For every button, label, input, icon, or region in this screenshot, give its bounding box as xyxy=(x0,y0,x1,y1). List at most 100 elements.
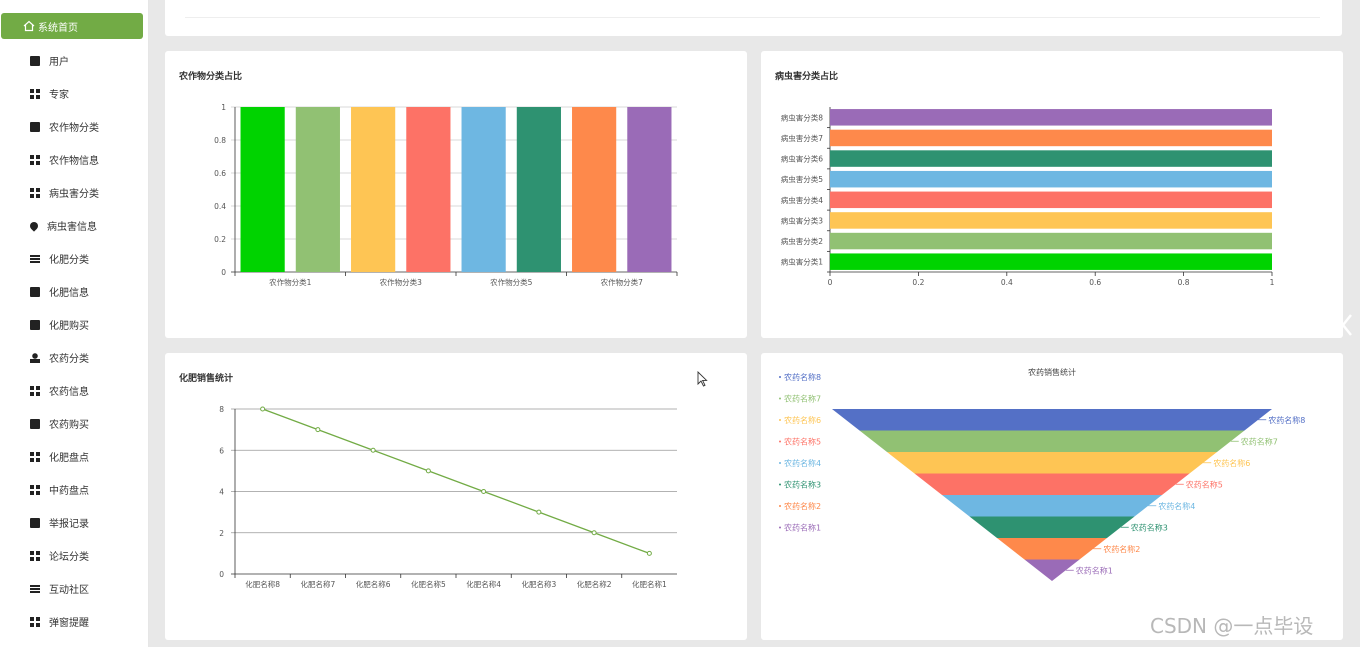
sidebar-item-label: 农药信息 xyxy=(49,387,89,398)
funnel-segment xyxy=(997,538,1107,560)
y-tick-label: 病虫害分类8 xyxy=(781,112,823,122)
x-tick-label: 农作物分类1 xyxy=(269,277,311,287)
sidebar-item[interactable]: 化肥购买 xyxy=(0,308,148,341)
sidebar-item-label: 化肥分类 xyxy=(49,255,89,266)
x-tick-label: 化肥名称6 xyxy=(356,579,391,589)
legend-label: 农药名称6 xyxy=(784,415,821,425)
data-label: 农药名称3 xyxy=(1131,522,1168,532)
bar xyxy=(830,191,1272,209)
grid-icon xyxy=(30,88,40,99)
x-tick-label: 1 xyxy=(1270,278,1275,287)
fertilizer-sales-chart-card: 化肥销售统计 0 2 4 6 8 化肥名称8 化肥名称7 化肥名称6 化肥名称5 化肥名称4 化肥名… xyxy=(165,353,747,640)
chart-icon xyxy=(30,517,40,528)
grid-icon xyxy=(30,616,40,627)
data-point xyxy=(370,447,376,453)
clipboard-check-icon xyxy=(30,319,40,330)
home-icon xyxy=(23,20,35,32)
y-tick-label: 病虫害分类2 xyxy=(781,236,823,246)
data-point xyxy=(536,509,542,515)
bar xyxy=(830,170,1272,188)
legend-label: 农药名称3 xyxy=(784,480,821,490)
sidebar-item[interactable]: 农作物信息 xyxy=(0,143,148,176)
legend-label: 农药名称2 xyxy=(784,501,821,511)
sidebar-item[interactable]: 病虫害分类 xyxy=(0,176,148,209)
sidebar-item[interactable]: 用户 xyxy=(0,44,148,77)
funnel-segment xyxy=(1024,559,1080,581)
chart-title: 病虫害分类占比 xyxy=(775,72,839,82)
bar xyxy=(516,107,561,272)
bar xyxy=(830,253,1272,270)
data-point xyxy=(646,550,652,556)
chart-title: 化肥销售统计 xyxy=(179,374,234,384)
data-point xyxy=(591,530,597,536)
y-tick-label: 6 xyxy=(219,446,224,455)
wallet-icon xyxy=(30,121,40,132)
sidebar-item[interactable]: 农药分类 xyxy=(0,341,148,374)
sidebar-item[interactable]: 农药购买 xyxy=(0,407,148,440)
sidebar-item[interactable]: 病虫害信息 xyxy=(0,209,148,242)
x-tick-label: 0.2 xyxy=(912,278,924,287)
sidebar-item[interactable]: 专家 xyxy=(0,77,148,110)
sidebar-item-label: 用户 xyxy=(49,57,69,68)
user-icon xyxy=(30,352,40,363)
sidebar-item-label: 举报记录 xyxy=(49,519,89,530)
bar xyxy=(351,107,396,272)
data-label: 农药名称1 xyxy=(1076,565,1113,575)
bar xyxy=(572,107,617,272)
sidebar-item-label: 农药分类 xyxy=(49,354,89,365)
y-tick-label: 0 xyxy=(221,268,226,277)
nav-home-button[interactable]: 系统首页 xyxy=(1,13,143,39)
sidebar-item-label: 化肥信息 xyxy=(49,288,89,299)
cup-icon xyxy=(30,286,40,297)
sidebar-item-label: 论坛分类 xyxy=(49,552,89,563)
x-tick-label: 化肥名称5 xyxy=(411,579,446,589)
x-tick-label: 化肥名称7 xyxy=(300,579,335,589)
sidebar-item[interactable]: 互动社区 xyxy=(0,572,148,605)
x-tick-label: 化肥名称2 xyxy=(577,579,612,589)
crop-category-chart-card: 农作物分类占比 0 0.2 0.4 0.6 0.8 1 农作物分类1 农作物分类3 农作物分类5… xyxy=(165,51,747,338)
pest-category-bar-chart: 0 0.2 0.4 0.6 0.8 1 病虫害分类1 病虫害分类2 病虫害分类3 病虫害分类4 病虫… xyxy=(781,107,1275,287)
sidebar-item[interactable]: 化肥盘点 xyxy=(0,440,148,473)
x-tick-label: 0.4 xyxy=(1001,278,1013,287)
sidebar-item-label: 化肥盘点 xyxy=(49,453,89,464)
sidebar: 系统首页 用户专家农作物分类农作物信息病虫害分类 病虫害信息化肥分类化肥信息化肥购… xyxy=(0,0,149,647)
sidebar-item[interactable]: 农作物分类 xyxy=(0,110,148,143)
sidebar-item[interactable]: 举报记录 xyxy=(0,506,148,539)
pin-icon xyxy=(28,219,40,232)
x-tick-label: 化肥名称8 xyxy=(245,579,280,589)
bar xyxy=(461,107,506,272)
sidebar-item[interactable]: 化肥信息 xyxy=(0,275,148,308)
sidebar-item[interactable]: 弹窗提醒 xyxy=(0,605,148,638)
y-tick-label: 0.6 xyxy=(214,169,226,178)
bar xyxy=(830,129,1272,147)
funnel-segment xyxy=(914,473,1190,495)
legend-label: 农药名称7 xyxy=(784,394,821,404)
data-point xyxy=(315,427,321,433)
bar xyxy=(295,107,340,272)
sidebar-item[interactable]: 农药信息 xyxy=(0,374,148,407)
y-tick-label: 4 xyxy=(219,488,224,497)
legend-marker xyxy=(779,483,781,486)
sidebar-item-label: 农作物信息 xyxy=(49,156,99,167)
sidebar-item-label: 农作物分类 xyxy=(49,123,99,134)
legend-marker xyxy=(779,462,781,464)
grid-icon xyxy=(30,385,40,396)
legend-label: 农药名称8 xyxy=(784,372,821,382)
legend-label: 农药名称4 xyxy=(784,458,821,468)
sidebar-item[interactable]: 中药盘点 xyxy=(0,473,148,506)
sidebar-item-label: 中药盘点 xyxy=(49,486,89,497)
top-notice-card xyxy=(165,0,1342,36)
data-point xyxy=(260,406,266,412)
bar xyxy=(406,107,451,272)
legend-marker xyxy=(779,419,781,421)
chevron-left-icon[interactable] xyxy=(1340,312,1354,338)
bar xyxy=(830,150,1272,167)
bar xyxy=(830,109,1272,126)
watermark: CSDN @一点毕设 xyxy=(1150,614,1314,638)
sidebar-item[interactable]: 论坛分类 xyxy=(0,539,148,572)
legend-marker xyxy=(779,526,781,529)
chart-title: 农药销售统计 xyxy=(1028,367,1076,377)
sidebar-item[interactable]: 化肥分类 xyxy=(0,242,148,275)
sidebar-item-label: 化肥购买 xyxy=(49,321,89,332)
